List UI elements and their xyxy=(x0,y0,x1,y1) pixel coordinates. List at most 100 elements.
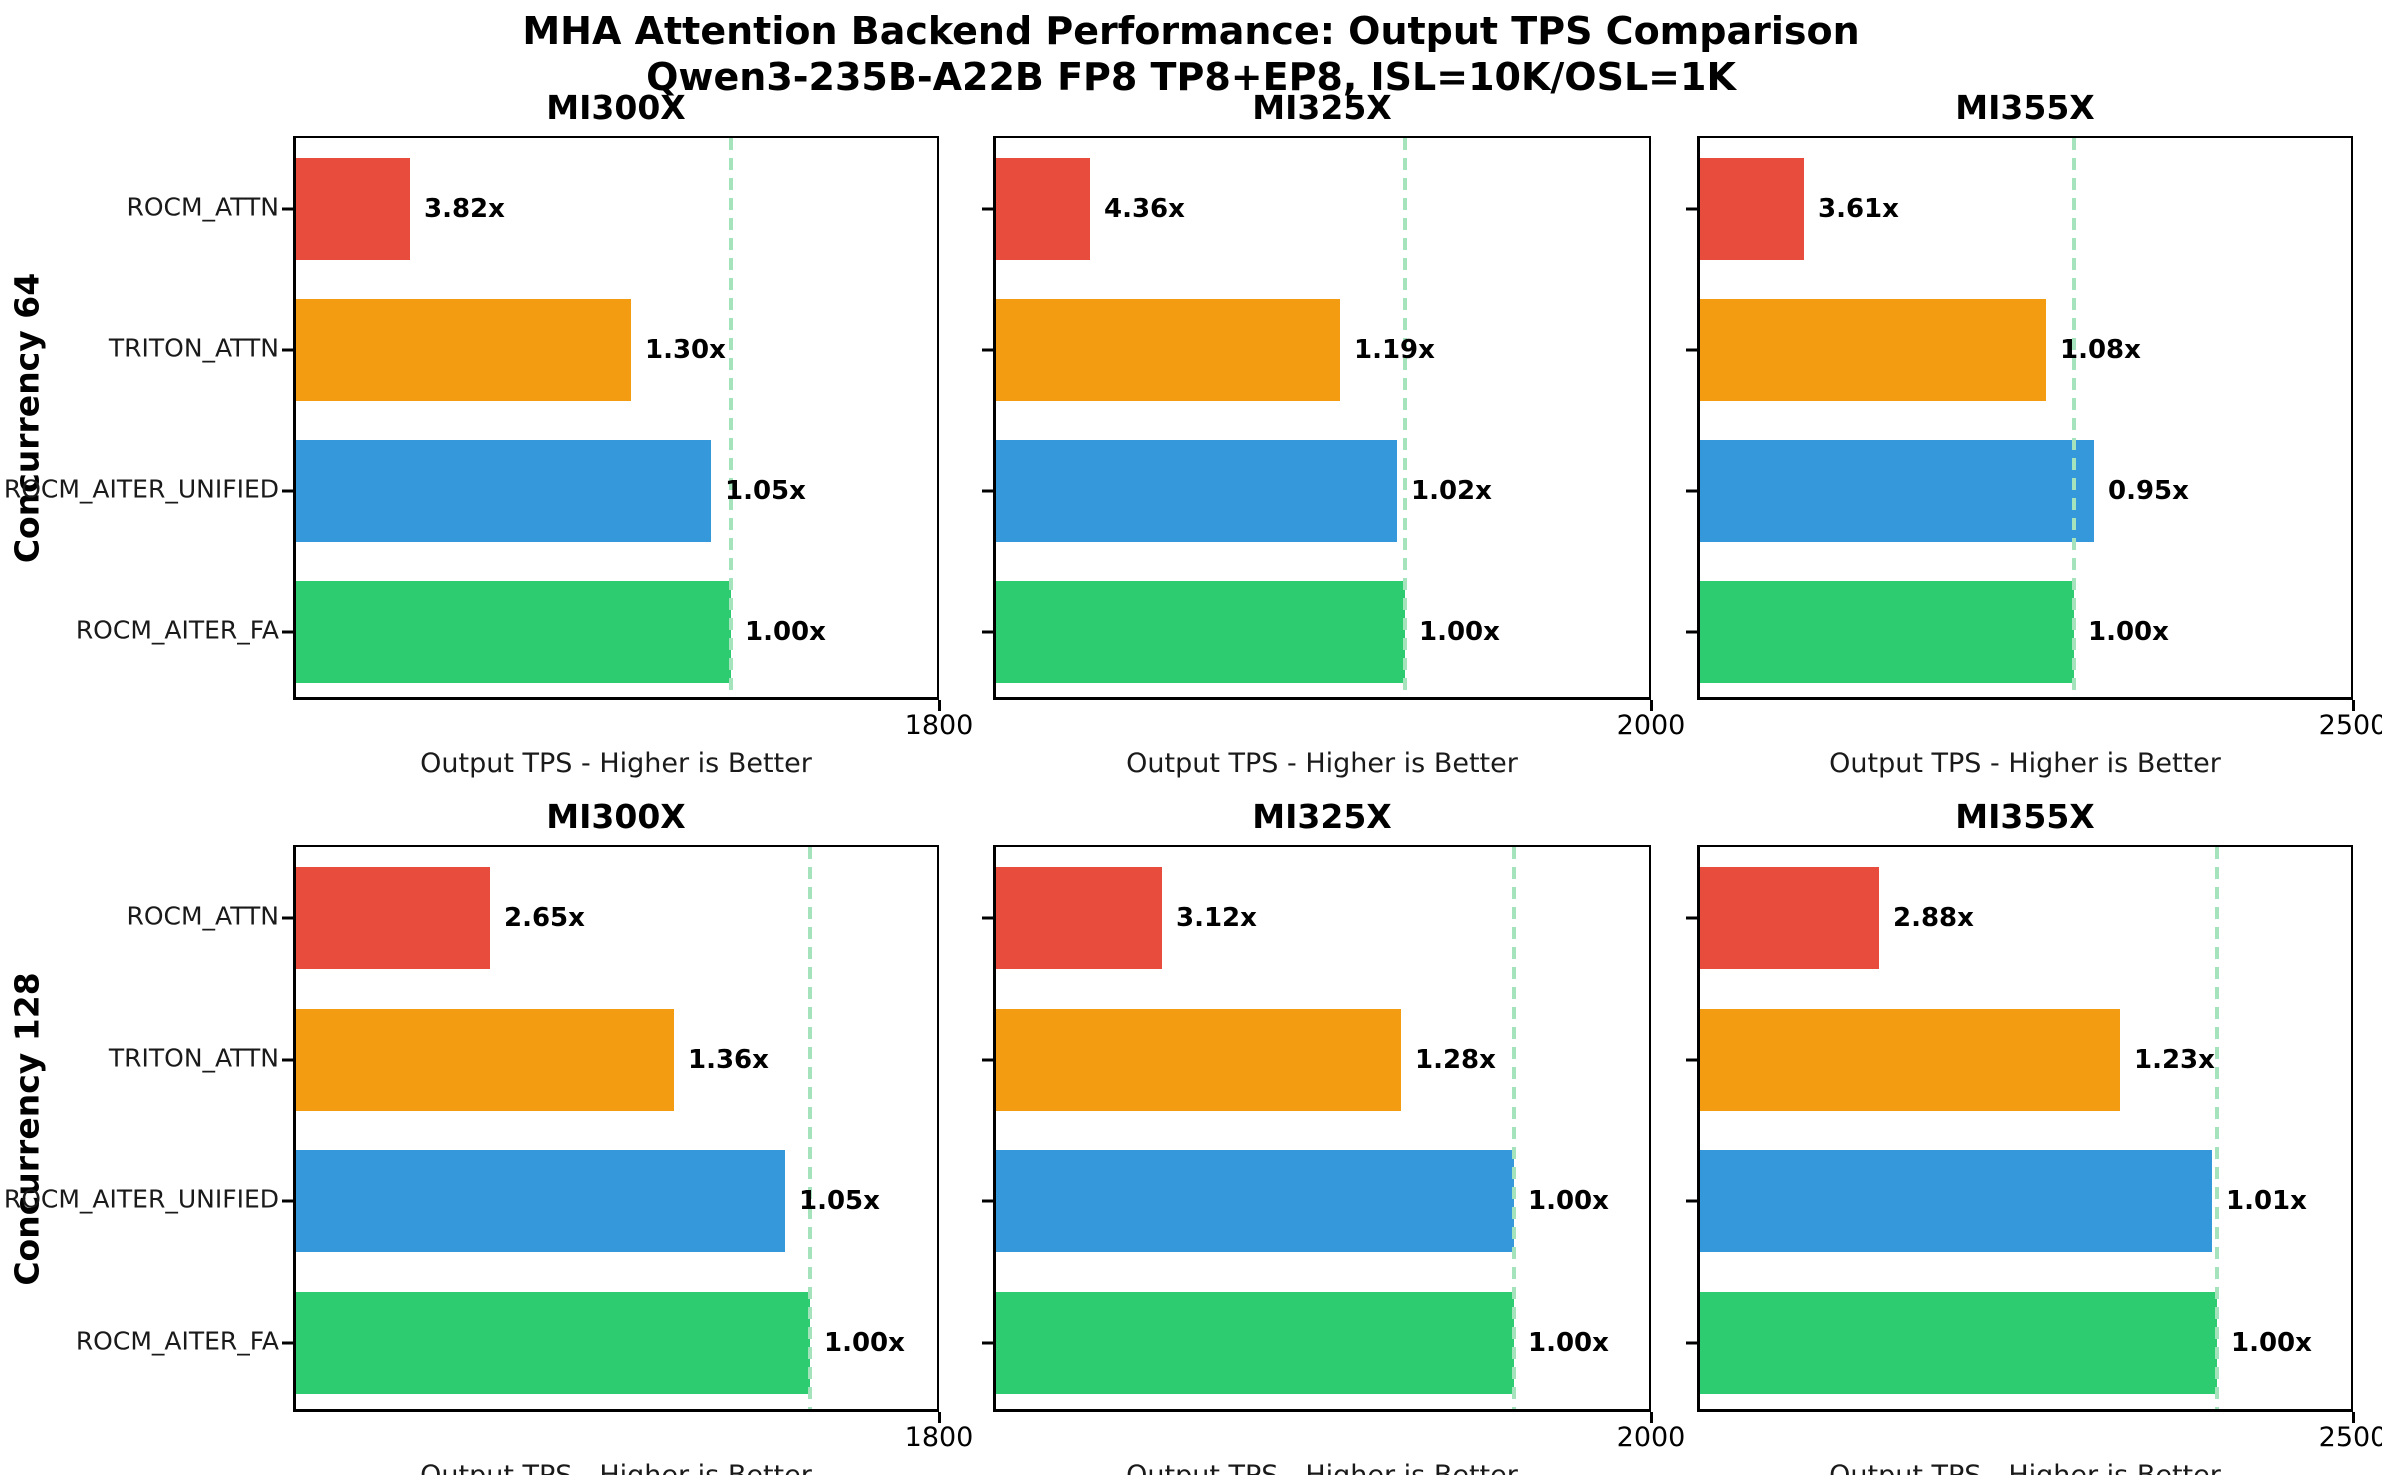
bar-rocm_aiter_fa xyxy=(1700,581,2074,683)
bar-value-label: 3.82x xyxy=(424,193,505,224)
x-axis-tick xyxy=(2352,1412,2355,1423)
y-axis-tick xyxy=(1686,348,1697,351)
baseline-dashed-line xyxy=(729,138,733,697)
y-axis-tick xyxy=(1686,1341,1697,1345)
plot-area: 2.88x 1.23x 1.01x 1.00x xyxy=(1686,845,2355,1423)
subplot-title: MI325X xyxy=(1252,797,1392,836)
axis-max-tick-label: 1800 xyxy=(904,710,974,741)
category-label: TRITON_ATTN xyxy=(108,333,279,362)
baseline-dashed-line xyxy=(808,847,812,1409)
y-axis-tick xyxy=(982,630,993,633)
bar-value-label: 1.23x xyxy=(2134,1044,2215,1075)
bar-rocm_attn xyxy=(1700,867,1879,969)
subplot-title: MI355X xyxy=(1955,88,2095,127)
bar-rocm_aiter_unified xyxy=(1700,440,2094,542)
y-axis-tick xyxy=(982,916,993,920)
x-axis-label: Output TPS - Higher is Better xyxy=(1126,1460,1518,1475)
row-label: Concurrency 64 xyxy=(7,272,47,564)
bar-value-label: 1.19x xyxy=(1354,334,1435,365)
bar-rocm_aiter_fa xyxy=(1700,1292,2217,1394)
axis-max-tick-label: 2000 xyxy=(1616,710,1686,741)
chart-subtitle: Qwen3-235B-A22B FP8 TP8+EP8, ISL=10K/OSL… xyxy=(646,55,1736,100)
bar-value-label: 1.28x xyxy=(1415,1044,1496,1075)
bar-rocm_aiter_unified xyxy=(296,1150,785,1252)
bar-rocm_aiter_fa xyxy=(996,581,1405,683)
bar-rocm_aiter_unified xyxy=(996,1150,1514,1252)
y-axis-tick xyxy=(1686,489,1697,492)
bar-value-label: 2.65x xyxy=(504,902,585,933)
category-label: ROCM_AITER_UNIFIED xyxy=(3,474,279,503)
x-axis-tick xyxy=(1650,700,1653,711)
plot-area: 2.65x 1.36x 1.05x 1.00x xyxy=(282,845,941,1423)
x-axis-tick xyxy=(1650,1412,1653,1423)
bar-triton_attn xyxy=(296,299,631,401)
y-axis-tick xyxy=(1686,630,1697,633)
bar-value-label: 1.00x xyxy=(1419,616,1500,647)
subplot-title: MI355X xyxy=(1955,797,2095,836)
bar-value-label: 1.00x xyxy=(1528,1186,1609,1217)
plot-area: 4.36x 1.19x 1.02x 1.00x xyxy=(982,136,1653,711)
baseline-dashed-line xyxy=(2072,138,2076,697)
category-label: ROCM_AITER_FA xyxy=(75,1326,279,1356)
baseline-dashed-line xyxy=(1512,847,1516,1409)
y-axis-tick xyxy=(1686,207,1697,210)
category-label: TRITON_ATTN xyxy=(108,1043,279,1073)
bar-value-label: 1.00x xyxy=(2088,616,2169,647)
axis-max-tick-label: 1800 xyxy=(904,1422,974,1453)
bar-value-label: 1.05x xyxy=(799,1186,880,1217)
axis-max-tick-label: 2500 xyxy=(2318,710,2382,741)
bar-value-label: 3.12x xyxy=(1176,902,1257,933)
y-axis-tick xyxy=(982,348,993,351)
row-label: Concurrency 128 xyxy=(7,971,47,1286)
bar-triton_attn xyxy=(996,299,1340,401)
bar-value-label: 1.36x xyxy=(688,1044,769,1075)
plot-area: 3.12x 1.28x 1.00x 1.00x xyxy=(982,845,1653,1423)
x-axis-label: Output TPS - Higher is Better xyxy=(420,1460,812,1475)
y-axis-tick xyxy=(282,207,293,210)
category-label: ROCM_ATTN xyxy=(126,901,279,931)
bar-value-label: 1.30x xyxy=(645,334,726,365)
plot-area: 3.61x 1.08x 0.95x 1.00x xyxy=(1686,136,2355,711)
bar-rocm_attn xyxy=(1700,158,1804,260)
y-axis-tick xyxy=(282,1199,293,1203)
bar-triton_attn xyxy=(1700,1009,2120,1111)
axis-max-tick-label: 2000 xyxy=(1616,1422,1686,1453)
bar-value-label: 1.00x xyxy=(1528,1328,1609,1359)
bar-rocm_aiter_fa xyxy=(296,1292,810,1394)
bar-value-label: 0.95x xyxy=(2108,475,2189,506)
bar-rocm_aiter_unified xyxy=(1700,1150,2212,1252)
x-axis-tick xyxy=(938,700,941,711)
baseline-dashed-line xyxy=(1403,138,1407,697)
y-axis-tick xyxy=(982,1341,993,1345)
x-axis-label: Output TPS - Higher is Better xyxy=(420,748,812,779)
bar-triton_attn xyxy=(1700,299,2046,401)
bar-rocm_attn xyxy=(996,158,1090,260)
x-axis-tick xyxy=(938,1412,941,1423)
axis-max-tick-label: 2500 xyxy=(2318,1422,2382,1453)
y-axis-tick xyxy=(282,916,293,920)
bar-rocm_attn xyxy=(996,867,1162,969)
y-axis-tick xyxy=(1686,1058,1697,1062)
subplot-title: MI300X xyxy=(546,88,686,127)
bar-value-label: 1.01x xyxy=(2226,1186,2307,1217)
x-axis-label: Output TPS - Higher is Better xyxy=(1829,748,2221,779)
bar-rocm_attn xyxy=(296,158,410,260)
category-label: ROCM_AITER_FA xyxy=(75,615,279,644)
bar-value-label: 1.00x xyxy=(745,616,826,647)
y-axis-tick xyxy=(982,1199,993,1203)
category-label: ROCM_ATTN xyxy=(126,192,279,221)
chart-title-block: MHA Attention Backend Performance: Outpu… xyxy=(0,8,2382,101)
baseline-dashed-line xyxy=(2215,847,2219,1409)
bar-rocm_aiter_unified xyxy=(296,440,711,542)
category-label: ROCM_AITER_UNIFIED xyxy=(3,1184,279,1214)
bar-value-label: 1.00x xyxy=(2231,1328,2312,1359)
subplot-title: MI325X xyxy=(1252,88,1392,127)
y-axis-tick xyxy=(282,489,293,492)
bar-value-label: 1.08x xyxy=(2060,334,2141,365)
y-axis-tick xyxy=(982,489,993,492)
bar-value-label: 3.61x xyxy=(1818,193,1899,224)
y-axis-tick xyxy=(282,630,293,633)
y-axis-tick xyxy=(982,207,993,210)
x-axis-label: Output TPS - Higher is Better xyxy=(1126,748,1518,779)
bar-value-label: 2.88x xyxy=(1893,902,1974,933)
